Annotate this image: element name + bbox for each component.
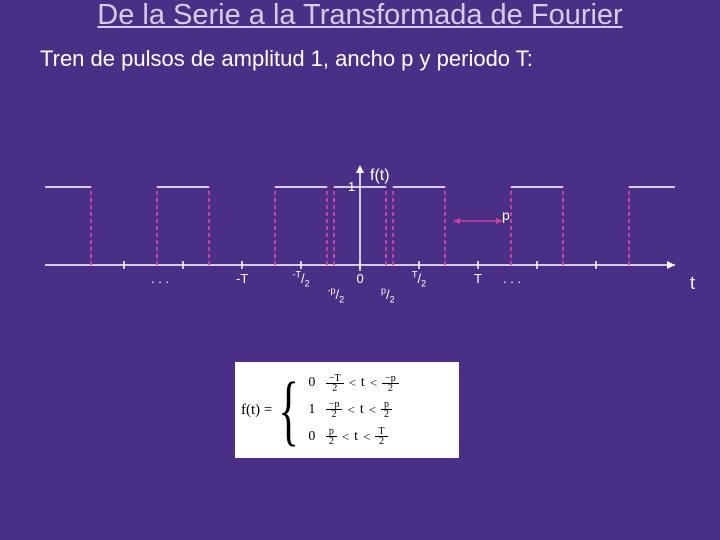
tick-label: -T/2 [293,271,310,286]
tick-label: . . . [151,271,169,286]
tick-label: T [474,271,482,286]
slide-subtitle: Tren de pulsos de amplitud 1, ancho p y … [40,46,680,72]
case-condition: −T2<t<−p2 [320,374,399,393]
case-value: 0 [304,429,320,445]
tick-label: -p/2 [328,287,345,302]
amplitude-label: 1 [348,179,355,194]
slide-title: De la Serie a la Transformada de Fourier [0,0,720,32]
case-value: 0 [304,375,320,391]
tick-label: T/2 [412,271,426,286]
formula-case-row: 1−p2<t<p2 [304,397,399,423]
function-label: f(t) [370,167,390,185]
case-value: 1 [304,402,320,418]
case-condition: p2<t<T2 [320,427,388,446]
case-condition: −p2<t<p2 [320,400,392,419]
formula-brace: { [276,366,301,454]
formula-cases: 0−T2<t<−p21−p2<t<p20p2<t<T2 [302,366,399,454]
pulse-train-chart: f(t) 1 t p . . .-T-T/2-p/20p/2T/2T. . . [40,165,680,335]
piecewise-formula: f(t) = { 0−T2<t<−p21−p2<t<p20p2<t<T2 [235,362,459,458]
formula-case-row: 0p2<t<T2 [304,424,399,450]
tick-label: 0 [357,271,364,286]
tick-label: p/2 [381,287,395,302]
formula-lhs: f(t) = [241,366,276,454]
pulse-width-label: p [502,207,510,223]
formula-case-row: 0−T2<t<−p2 [304,370,399,396]
slide-title-text: De la Serie a la Transformada de Fourier [97,0,622,31]
tick-label: -T [236,271,248,286]
t-axis-label: t [690,273,695,294]
tick-label: . . . [503,271,521,286]
